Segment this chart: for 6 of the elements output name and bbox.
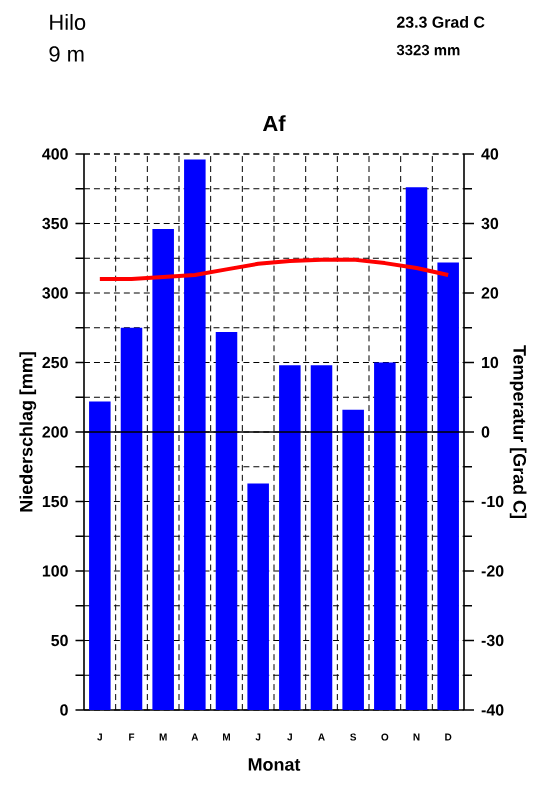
chart-title: Af [262,115,286,131]
x-axis-title: Monat [248,758,301,771]
text: Hilo [50,13,86,31]
text: 9 m [49,46,84,62]
y2-axis-title: Temperatur [Grad C] [509,345,527,518]
y-axis-title: Niederschlag [mm] [19,352,37,512]
